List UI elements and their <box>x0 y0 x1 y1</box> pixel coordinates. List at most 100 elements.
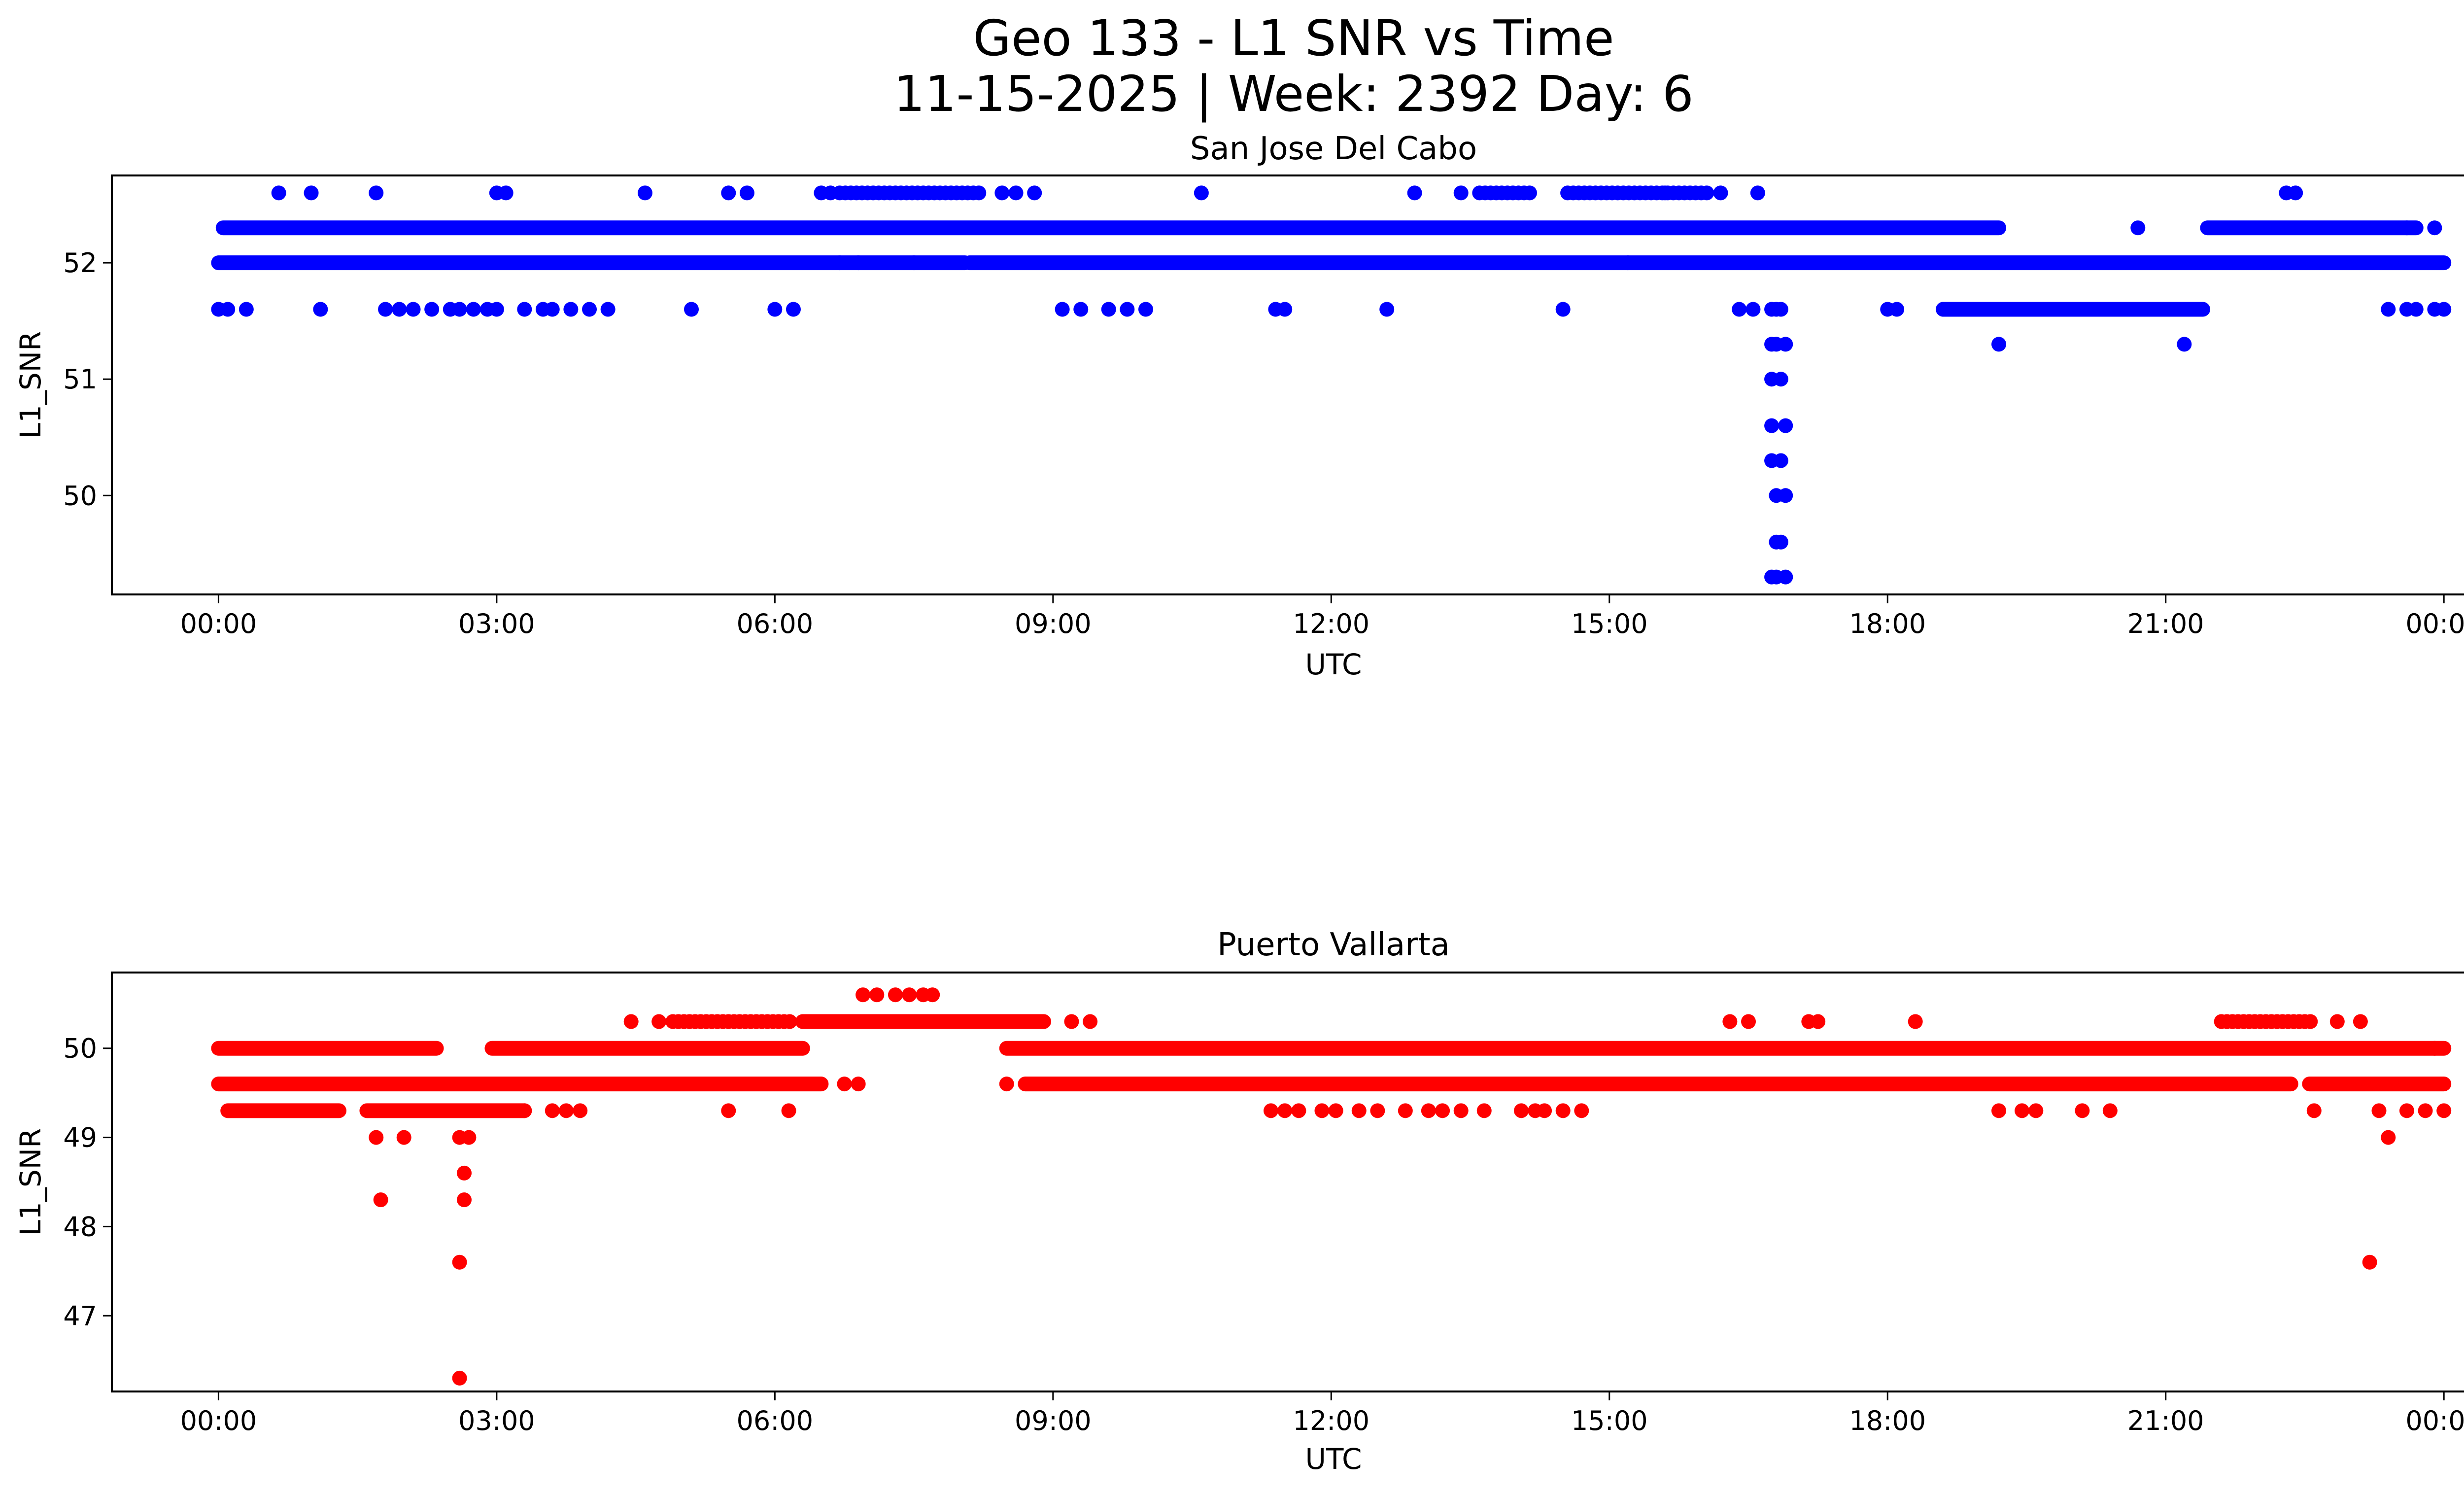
x-tick-label: 03:00 <box>458 608 535 639</box>
dense-point-run <box>2302 1077 2452 1092</box>
data-point <box>239 302 254 317</box>
data-point <box>1889 302 1905 317</box>
data-point <box>1657 185 1673 201</box>
x-tick-label: 06:00 <box>737 608 814 639</box>
data-point <box>1722 1014 1738 1029</box>
data-point <box>1277 302 1293 317</box>
data-point <box>1073 302 1089 317</box>
data-point <box>971 185 987 201</box>
x-tick-label: 06:00 <box>737 1405 814 1436</box>
dense-point-run <box>962 255 2452 271</box>
data-point <box>1745 302 1761 317</box>
data-point <box>823 185 838 201</box>
data-point <box>2399 1103 2414 1118</box>
data-point <box>1908 1014 1923 1029</box>
data-point <box>1064 1014 1079 1029</box>
x-tick-label: 09:00 <box>1015 1405 1092 1436</box>
data-point <box>1713 185 1728 201</box>
data-point <box>925 987 940 1003</box>
data-point <box>2427 1041 2442 1056</box>
data-point <box>220 302 236 317</box>
data-point <box>637 185 652 201</box>
data-point <box>498 185 513 201</box>
data-point <box>457 1165 472 1181</box>
data-point <box>1407 185 1422 201</box>
data-point <box>2102 1103 2118 1118</box>
data-point <box>545 302 560 317</box>
panel-puerto-vallarta: Puerto Vallarta 00:00 03:00 06:00 09:00 12:0… <box>14 927 2464 1476</box>
x-tick-label: 03:00 <box>458 1405 535 1436</box>
data-point <box>558 1103 574 1118</box>
data-point <box>888 987 903 1003</box>
data-point <box>424 302 440 317</box>
data-point <box>1328 1103 1343 1118</box>
data-point <box>406 302 421 317</box>
data-point <box>1574 1103 1589 1118</box>
data-point <box>1750 185 1765 201</box>
data-point <box>2436 1103 2452 1118</box>
data-point <box>1699 185 1714 201</box>
data-point <box>1101 302 1116 317</box>
data-point <box>573 1103 588 1118</box>
data-point <box>1379 302 1395 317</box>
data-point <box>1314 1103 1330 1118</box>
data-point <box>1522 185 1537 201</box>
data-point <box>1537 1103 1552 1118</box>
figure-title-line1: Geo 133 - L1 SNR vs Time <box>973 9 1614 67</box>
data-point <box>1008 185 1024 201</box>
x-tick-label: 15:00 <box>1571 1405 1648 1436</box>
data-point <box>378 302 393 317</box>
data-point <box>2418 1103 2433 1118</box>
data-point <box>517 302 532 317</box>
data-point <box>600 302 616 317</box>
data-point <box>1773 534 1788 550</box>
data-point <box>623 1014 639 1029</box>
y-axis-label: L1_SNR <box>14 1128 47 1236</box>
scatter-series <box>211 185 2452 585</box>
data-point <box>1055 302 1070 317</box>
data-point <box>1991 1103 2007 1118</box>
data-point <box>2399 220 2414 236</box>
axes-frame <box>111 174 2464 595</box>
data-point <box>1741 1014 1756 1029</box>
data-point <box>1453 185 1469 201</box>
data-point <box>2028 1103 2044 1118</box>
tick-group: 00:00 03:00 06:00 09:00 12:00 15:00 18:00 21:00… <box>63 1033 2464 1436</box>
data-point <box>1555 302 1571 317</box>
data-point <box>2362 1254 2377 1270</box>
data-point <box>651 1014 667 1029</box>
data-point <box>1732 302 1747 317</box>
dense-point-run <box>999 1041 2452 1056</box>
data-point <box>837 1077 852 1092</box>
data-point <box>2408 302 2424 317</box>
data-point <box>1764 418 1780 433</box>
data-point <box>1778 337 1793 352</box>
y-tick-label: 52 <box>63 247 97 278</box>
x-tick-label: 09:00 <box>1015 608 1092 639</box>
panel-title: Puerto Vallarta <box>1217 927 1450 963</box>
y-axis-label: L1_SNR <box>14 331 47 439</box>
figure-title-line2: 11-15-2025 | Week: 2392 Day: 6 <box>893 65 1693 123</box>
panel-san-jose-del-cabo: San Jose Del Cabo 00:00 03:00 06:00 09:00 12… <box>14 131 2464 681</box>
y-tick-label: 51 <box>63 364 97 395</box>
data-point <box>906 255 922 271</box>
data-point <box>1370 1103 1385 1118</box>
y-tick-label: 49 <box>63 1122 97 1153</box>
dense-point-run <box>484 1041 810 1056</box>
data-point <box>1778 569 1793 585</box>
data-point <box>1476 1103 1492 1118</box>
data-point <box>392 302 407 317</box>
data-point <box>2015 1103 2030 1118</box>
data-point <box>1773 453 1788 468</box>
data-point <box>452 302 467 317</box>
data-point <box>1514 1103 1529 1118</box>
data-point <box>452 1370 467 1386</box>
data-point <box>2191 302 2207 317</box>
dense-point-run <box>211 1077 829 1092</box>
data-point <box>313 302 328 317</box>
x-axis-label: UTC <box>1305 1442 1362 1476</box>
data-point <box>739 185 754 201</box>
panel-title: San Jose Del Cabo <box>1190 131 1477 167</box>
data-point <box>2075 1103 2090 1118</box>
data-point <box>869 987 885 1003</box>
